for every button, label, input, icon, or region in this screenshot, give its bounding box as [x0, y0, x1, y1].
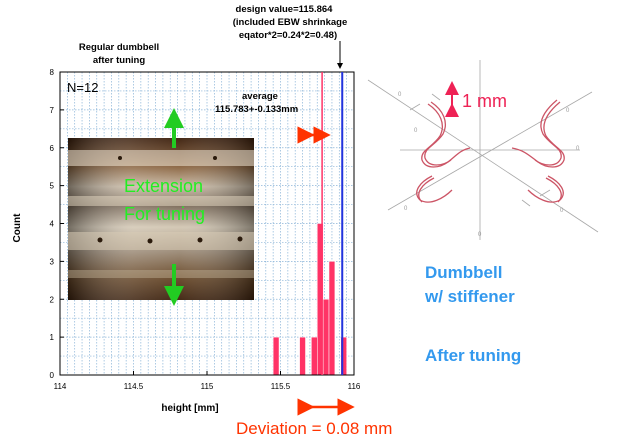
- design-value-line3: eqator*2=0.24*2=0.48): [239, 30, 337, 41]
- histogram-bar: [272, 336, 280, 376]
- svg-text:0: 0: [576, 146, 580, 152]
- sample-count-label: N=12: [67, 80, 98, 95]
- photo-lower-flange: [68, 232, 254, 250]
- scale-label: 1 mm: [462, 91, 507, 111]
- svg-text:0: 0: [560, 208, 564, 214]
- x-axis-label: height [mm]: [161, 403, 218, 414]
- x-tick-label: 115: [201, 382, 214, 391]
- y-axis-ticks: 0 1 2 3 4 5 6 7 8: [50, 68, 64, 380]
- x-tick-label: 116: [348, 382, 361, 391]
- photo-bolt-holes: [97, 156, 243, 244]
- x-tick-label: 114.5: [124, 382, 144, 391]
- photo-ring-highlight: [68, 196, 254, 206]
- y-tick-label: 0: [50, 371, 55, 380]
- y-tick-label: 3: [50, 257, 55, 266]
- chart-title-line1: Regular dumbbell: [79, 42, 159, 53]
- average-value: 115.783+-0.133mm: [215, 104, 298, 115]
- y-tick-label: 4: [50, 220, 55, 229]
- y-tick-label: 8: [50, 68, 55, 77]
- svg-text:0: 0: [398, 92, 402, 98]
- deviation-label: Deviation = 0.08 mm: [236, 419, 392, 438]
- design-value-line2: (included EBW shrinkage: [233, 17, 348, 28]
- x-tick-label: 114: [54, 382, 67, 391]
- y-tick-label: 7: [50, 106, 55, 115]
- photo-label-line1: Extension: [124, 176, 203, 196]
- y-tick-label: 5: [50, 182, 55, 191]
- svg-text:0: 0: [478, 232, 482, 238]
- x-tick-label: 115.5: [271, 382, 291, 391]
- design-value-line1: design value=115.864: [236, 4, 334, 15]
- cavity-profile-schematic: 000 000 00: [367, 60, 599, 240]
- y-tick-label: 6: [50, 144, 55, 153]
- svg-text:0: 0: [404, 206, 408, 212]
- side-text-line3: After tuning: [425, 346, 521, 365]
- photo-flange-highlight: [68, 150, 254, 166]
- average-label: average: [242, 91, 278, 102]
- chart-title-line2: after tuning: [93, 55, 145, 66]
- y-axis-label: Count: [12, 213, 23, 243]
- y-tick-label: 1: [50, 333, 55, 342]
- y-tick-label: 2: [50, 295, 55, 304]
- profile-curves: [416, 99, 565, 203]
- reference-lines: [321, 72, 344, 375]
- svg-text:0: 0: [414, 128, 418, 134]
- histogram-bar: [311, 336, 318, 376]
- cavity-photo: Extension For tuning: [68, 108, 254, 306]
- photo-label-line2: For tuning: [124, 204, 205, 224]
- side-text-line1: Dumbbell: [425, 263, 502, 282]
- x-axis-ticks: 114 114.5 115 115.5 116: [54, 371, 361, 391]
- photo-base-ring: [68, 270, 254, 278]
- schematic-axes: [367, 60, 599, 240]
- histogram-bar: [328, 261, 336, 376]
- side-text-line2: w/ stiffener: [424, 287, 515, 306]
- svg-text:0: 0: [566, 108, 570, 114]
- histogram-bar: [322, 299, 330, 376]
- histogram-bar: [299, 336, 306, 376]
